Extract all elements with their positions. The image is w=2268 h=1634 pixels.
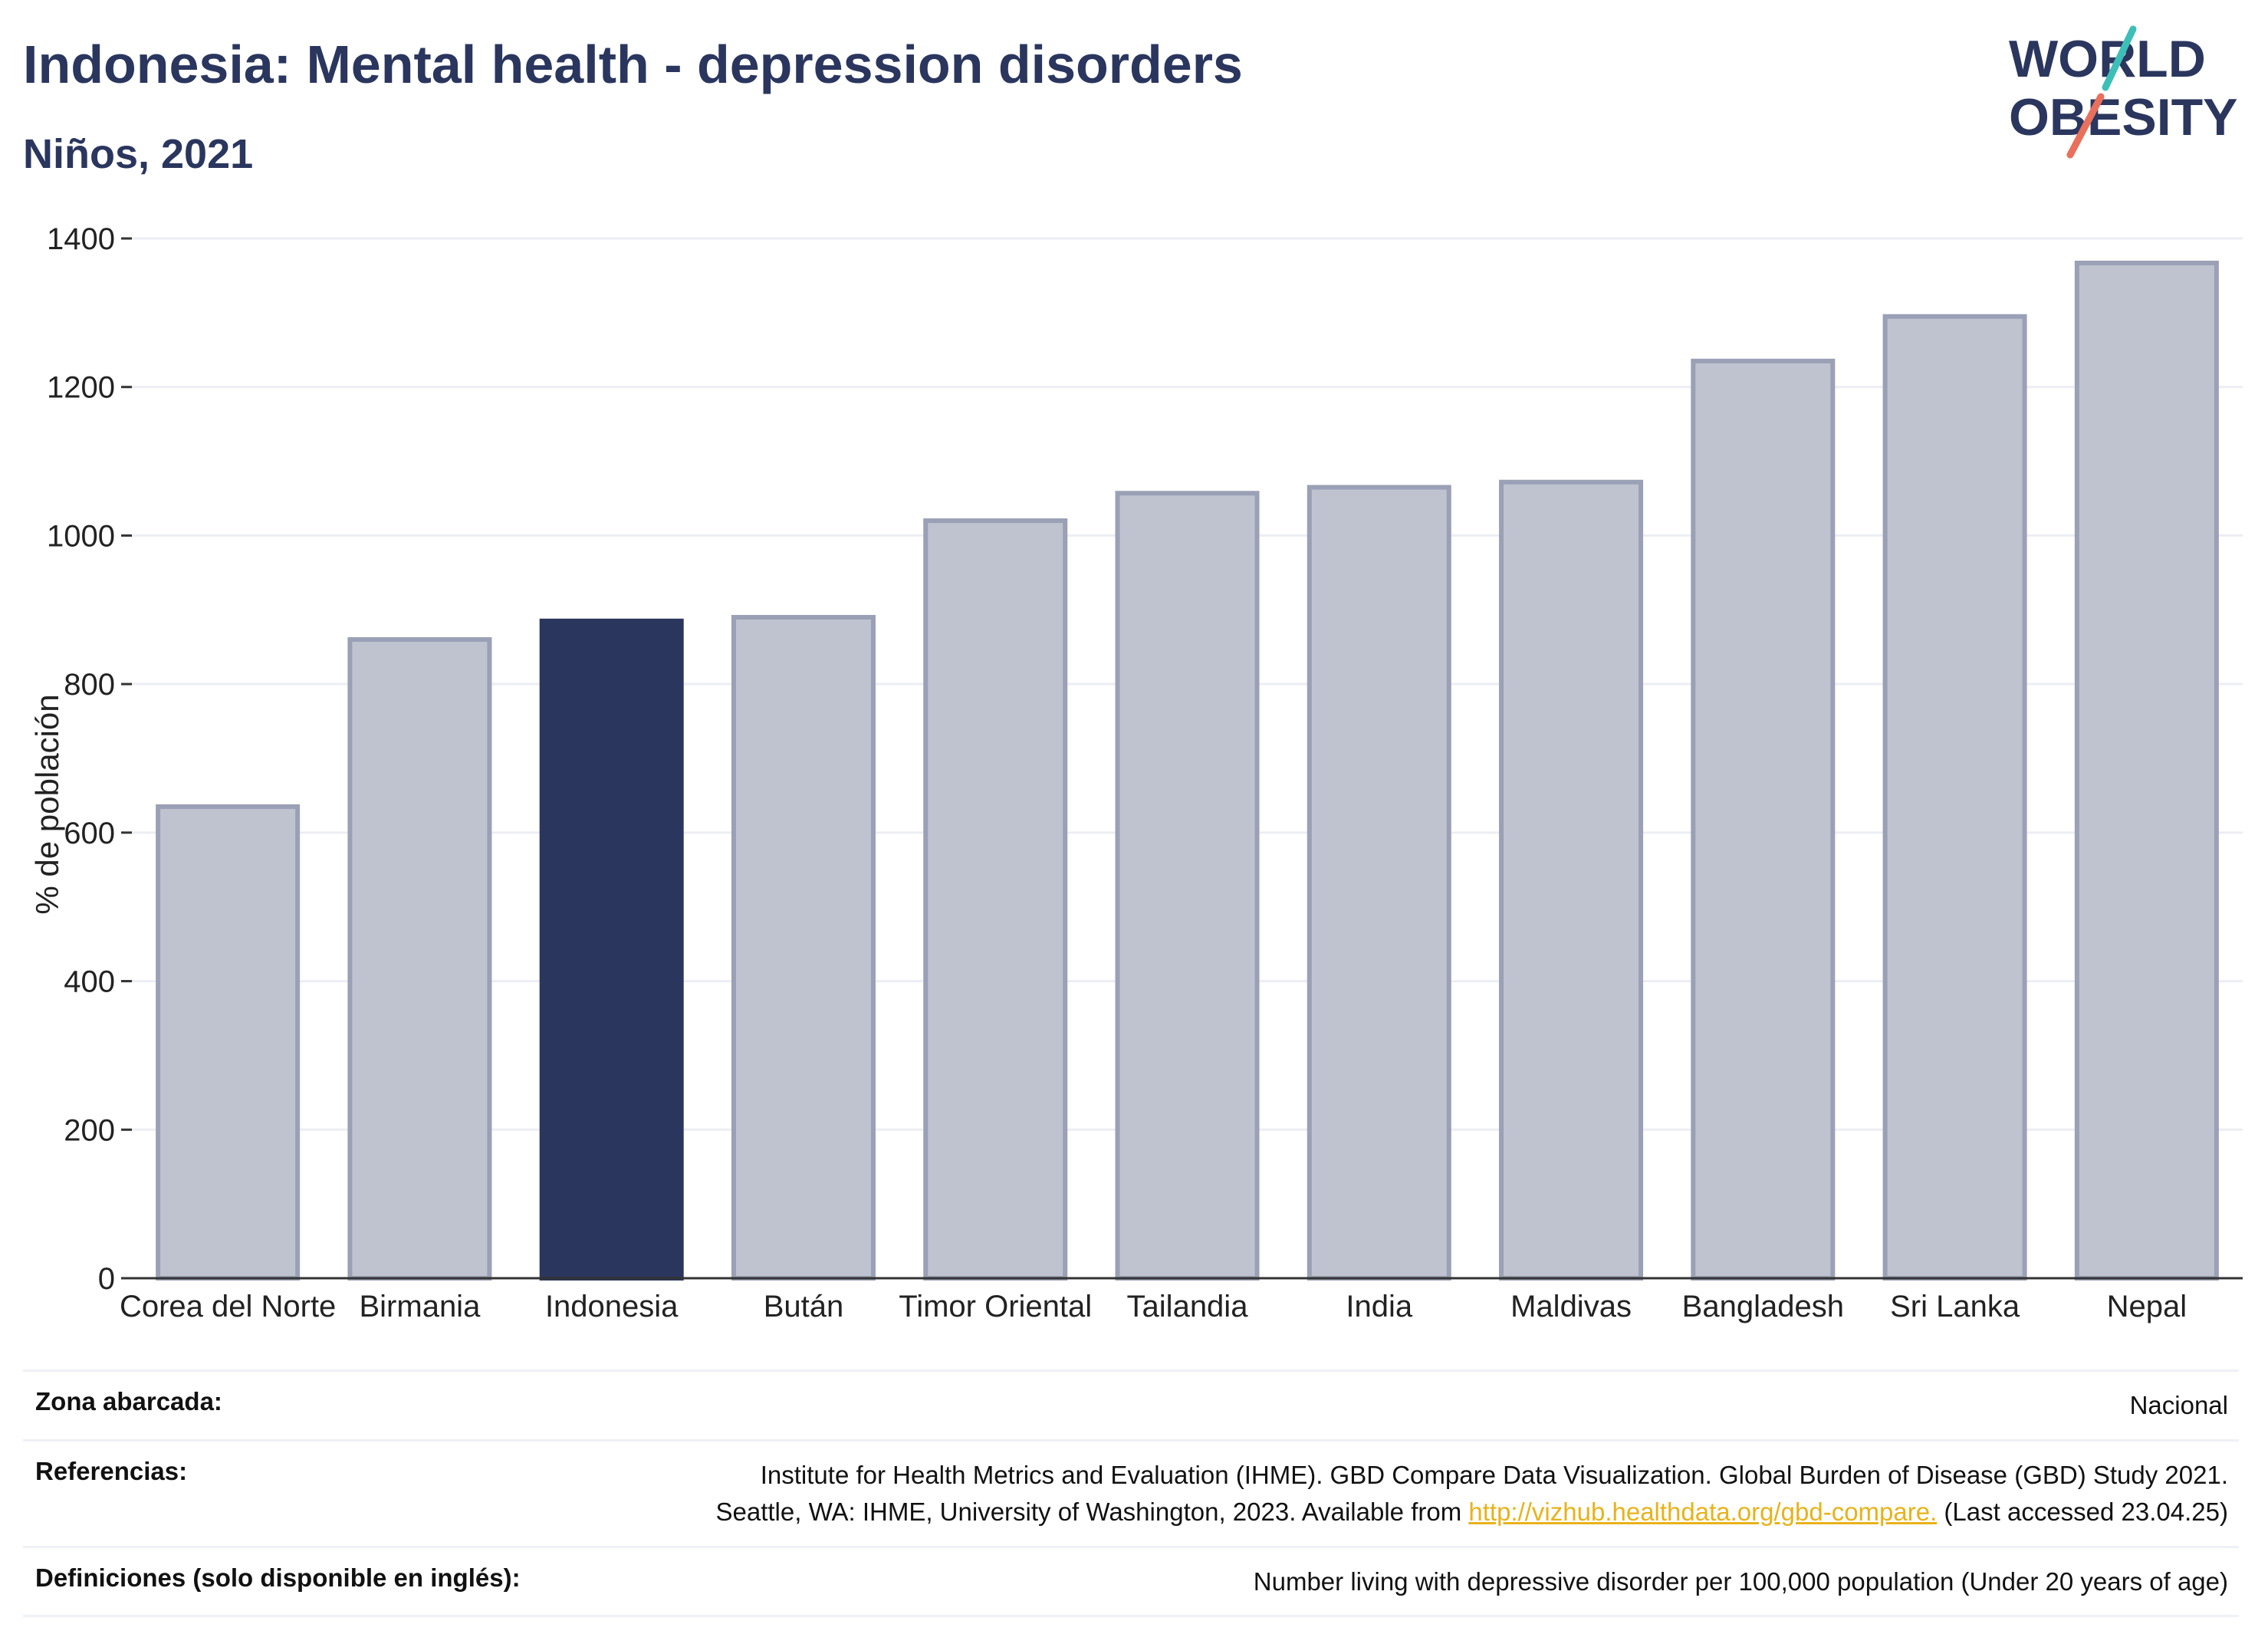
bars xyxy=(156,260,2219,1281)
ref-line1: Institute for Health Metrics and Evaluat… xyxy=(760,1460,2228,1489)
x-tick-labels: Corea del Norte Birmania Indonesia Bután Tim… xyxy=(120,1290,2187,1323)
bar-bangladesh xyxy=(1691,358,1836,1281)
bar-tailandia xyxy=(1115,491,1260,1281)
chart-title: Indonesia: Mental health - depression di… xyxy=(23,35,1243,94)
logo-slash-teal xyxy=(2102,25,2137,91)
y-axis-label: % de población xyxy=(29,694,65,914)
chart-subtitle: Niños, 2021 xyxy=(23,131,254,177)
y-tick-label: 1000 xyxy=(47,519,115,553)
zona-label: Zona abarcada: xyxy=(35,1387,222,1415)
bar-birmania xyxy=(347,637,492,1281)
meta-row-definiciones: Definiciones (solo disponible en inglés)… xyxy=(23,1545,2239,1618)
x-tick-label: India xyxy=(1346,1290,1412,1323)
x-tick-label: Timor Oriental xyxy=(899,1290,1092,1323)
bar-maldivas xyxy=(1499,479,1644,1281)
world-obesity-logo: WORLD OBESITY xyxy=(2009,25,2238,159)
x-tick-label: Corea del Norte xyxy=(120,1290,336,1323)
bar-chart: 0 200 400 600 800 1000 1200 1400 Corea del Nort… xyxy=(29,222,2243,1323)
x-tick-label: Maldivas xyxy=(1510,1290,1632,1323)
y-tick-label: 600 xyxy=(64,817,115,850)
referencias-value: Institute for Health Metrics and Evaluat… xyxy=(716,1457,2229,1530)
x-tick-label: Indonesia xyxy=(545,1290,679,1323)
x-tick-label: Sri Lanka xyxy=(1890,1290,2020,1323)
y-tick-label: 0 xyxy=(98,1262,115,1296)
metadata-table: Zona abarcada: Nacional Referencias: Ins… xyxy=(23,1369,2239,1618)
meta-row-zona: Zona abarcada: Nacional xyxy=(23,1369,2239,1439)
x-tick-label: Birmania xyxy=(359,1290,481,1323)
referencias-label: Referencias: xyxy=(35,1456,188,1485)
bar-nepal xyxy=(2074,260,2219,1281)
bar-bután xyxy=(731,614,876,1281)
logo-slash-red xyxy=(2066,93,2105,159)
bar-sri-lanka xyxy=(1882,314,2027,1281)
bar-corea-del-norte xyxy=(156,804,301,1281)
y-tick-label: 1200 xyxy=(47,371,115,405)
x-tick-label: Tailandia xyxy=(1127,1290,1249,1323)
x-tick-label: Nepal xyxy=(2107,1290,2187,1323)
bar-india xyxy=(1307,485,1451,1281)
logo-line2: OBESITY xyxy=(2009,88,2238,146)
bar-timor-oriental xyxy=(923,518,1068,1281)
y-tick-label: 200 xyxy=(64,1113,115,1147)
y-tick-labels: 0 200 400 600 800 1000 1200 1400 xyxy=(47,222,132,1296)
bar-indonesia xyxy=(539,618,684,1281)
x-tick-label: Bangladesh xyxy=(1682,1290,1844,1323)
zona-value: Nacional xyxy=(2129,1391,2228,1419)
y-tick-label: 400 xyxy=(64,965,115,999)
y-tick-label: 1400 xyxy=(47,222,115,256)
meta-row-referencias: Referencias: Institute for Health Metric… xyxy=(23,1438,2239,1546)
ref-link[interactable]: http://vizhub.healthdata.org/gbd-compare… xyxy=(1468,1497,1938,1526)
x-tick-label: Bután xyxy=(764,1290,844,1323)
ref-line2-pre: Seattle, WA: IHME, University of Washing… xyxy=(715,1497,1469,1526)
y-tick-label: 800 xyxy=(64,668,115,702)
ref-line2-post: (Last accessed 23.04.25) xyxy=(1937,1497,2228,1526)
definiciones-label: Definiciones (solo disponible en inglés)… xyxy=(35,1563,521,1592)
definiciones-value: Number living with depressive disorder p… xyxy=(1253,1567,2228,1596)
